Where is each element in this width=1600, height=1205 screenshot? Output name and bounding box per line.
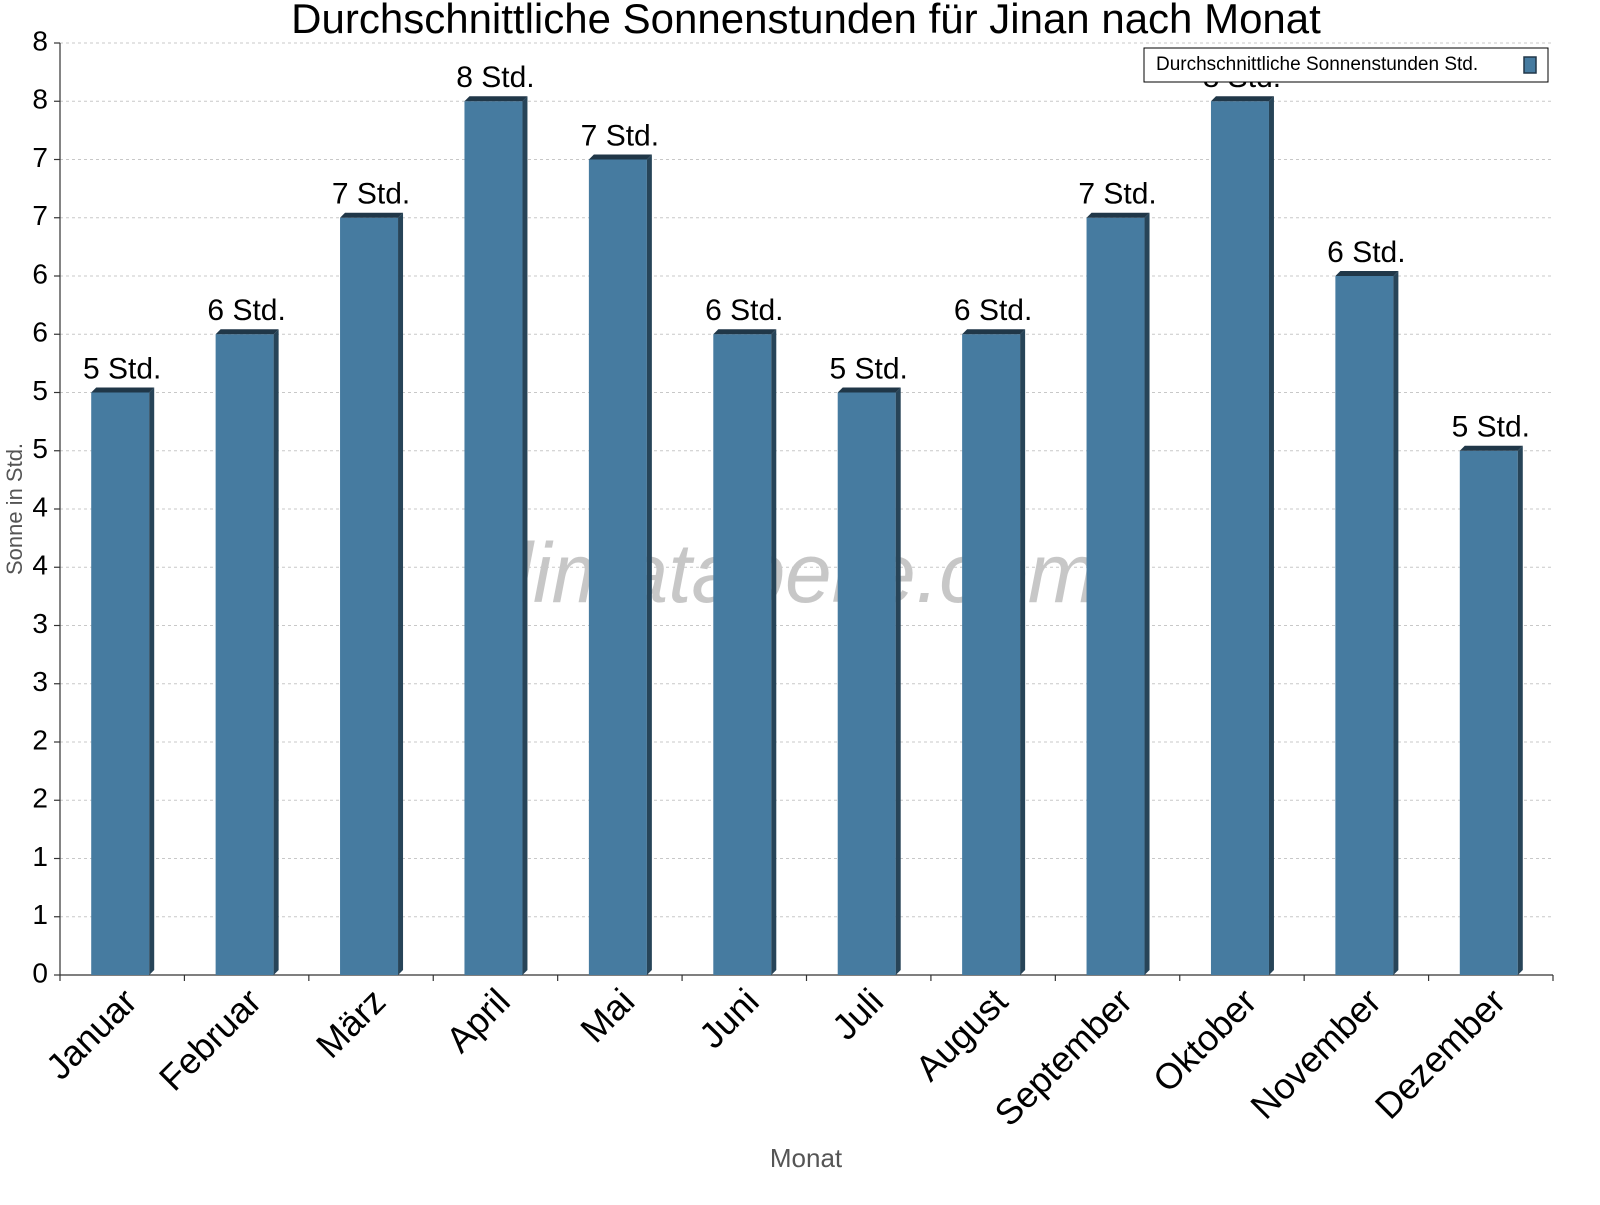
- bar-side: [1144, 212, 1150, 975]
- y-axis-title: Sonne in Std.: [2, 443, 27, 575]
- x-tick-label: November: [1242, 980, 1388, 1126]
- data-label: 7 Std.: [1078, 178, 1156, 211]
- y-tick-label: 2: [32, 724, 48, 755]
- data-label: 5 Std.: [830, 352, 908, 385]
- y-tick-label: 7: [32, 142, 48, 173]
- x-tick-label: Dezember: [1367, 980, 1513, 1126]
- x-tick-label: Mai: [572, 980, 642, 1050]
- x-tick-label: Oktober: [1145, 980, 1265, 1100]
- bar-side: [646, 154, 652, 975]
- bar-side: [771, 329, 777, 975]
- bar: [1459, 450, 1518, 975]
- y-tick-label: 8: [32, 84, 48, 115]
- bar-side: [273, 329, 279, 975]
- bar-group: [1335, 271, 1399, 975]
- bar-group: [837, 387, 901, 975]
- data-label: 5 Std.: [83, 352, 161, 385]
- bar-side: [522, 96, 528, 975]
- bar-top: [340, 212, 404, 218]
- x-tick-label: März: [308, 980, 394, 1066]
- y-tick-label: 4: [32, 491, 48, 522]
- x-tick-label: Januar: [38, 980, 145, 1087]
- bar-top: [837, 387, 901, 393]
- bar-group: [713, 329, 777, 975]
- bar-top: [1459, 445, 1523, 451]
- bar-top: [713, 329, 777, 335]
- bar: [713, 334, 772, 975]
- y-tick-label: 4: [32, 550, 48, 581]
- data-label: 8 Std.: [456, 61, 534, 94]
- bar-group: [1210, 96, 1274, 975]
- y-tick-label: 1: [32, 841, 48, 872]
- bar-side: [1268, 96, 1274, 975]
- bar-group: [91, 387, 155, 975]
- bar-top: [1210, 96, 1274, 102]
- bar-group: [340, 212, 404, 975]
- bar-side: [1393, 271, 1399, 975]
- bar: [1086, 217, 1145, 975]
- data-label: 6 Std.: [954, 294, 1032, 327]
- legend-swatch: [1523, 56, 1537, 74]
- bar-group: [1459, 445, 1523, 975]
- bar: [588, 159, 647, 975]
- y-tick-label: 6: [32, 258, 48, 289]
- bar-side: [398, 212, 404, 975]
- bar-side: [895, 387, 901, 975]
- bar-top: [1086, 212, 1150, 218]
- y-tick-label: 3: [32, 666, 48, 697]
- bar-top: [464, 96, 528, 102]
- bar-group: [215, 329, 279, 975]
- y-tick-label: 0: [32, 957, 48, 988]
- data-label: 7 Std.: [332, 178, 410, 211]
- y-tick-label: 3: [32, 608, 48, 639]
- bar-top: [1335, 271, 1399, 276]
- y-tick-label: 7: [32, 200, 48, 231]
- y-tick-label: 5: [32, 433, 48, 464]
- bar: [1335, 276, 1394, 975]
- bar-group: [464, 96, 528, 975]
- data-label: 6 Std.: [705, 294, 783, 327]
- bar: [962, 334, 1021, 975]
- y-tick-label: 8: [32, 25, 48, 56]
- bar-top: [91, 387, 155, 393]
- data-label: 7 Std.: [581, 119, 659, 152]
- bar-group: [588, 154, 652, 975]
- bar: [215, 334, 274, 975]
- bar: [91, 392, 150, 975]
- x-tick-label: August: [907, 980, 1015, 1088]
- x-axis-title: Monat: [770, 1143, 843, 1173]
- data-label: 5 Std.: [1452, 411, 1530, 444]
- bar-group: [962, 329, 1026, 975]
- bar-side: [1517, 445, 1523, 975]
- bar-group: [1086, 212, 1150, 975]
- y-tick-label: 2: [32, 783, 48, 814]
- bar: [340, 217, 399, 975]
- data-label: 6 Std.: [207, 294, 285, 327]
- chart-title: Durchschnittliche Sonnenstunden für Jina…: [291, 0, 1321, 42]
- bar: [1210, 101, 1269, 975]
- x-tick-label: Februar: [151, 980, 269, 1098]
- bar-top: [215, 329, 279, 335]
- legend-label: Durchschnittliche Sonnenstunden Std.: [1156, 54, 1478, 75]
- y-tick-label: 6: [32, 317, 48, 348]
- bar-top: [588, 154, 652, 160]
- y-tick-label: 5: [32, 375, 48, 406]
- data-label: 6 Std.: [1327, 236, 1405, 269]
- x-tick-label: April: [438, 980, 518, 1060]
- y-tick-label: 1: [32, 899, 48, 930]
- bar-side: [149, 387, 155, 975]
- bar: [464, 101, 523, 975]
- bar-side: [1020, 329, 1026, 975]
- bar: [837, 392, 896, 975]
- x-tick-label: Juli: [824, 980, 891, 1047]
- bar-top: [962, 329, 1026, 335]
- x-tick-label: Juni: [691, 980, 767, 1056]
- legend-box: [1143, 47, 1549, 83]
